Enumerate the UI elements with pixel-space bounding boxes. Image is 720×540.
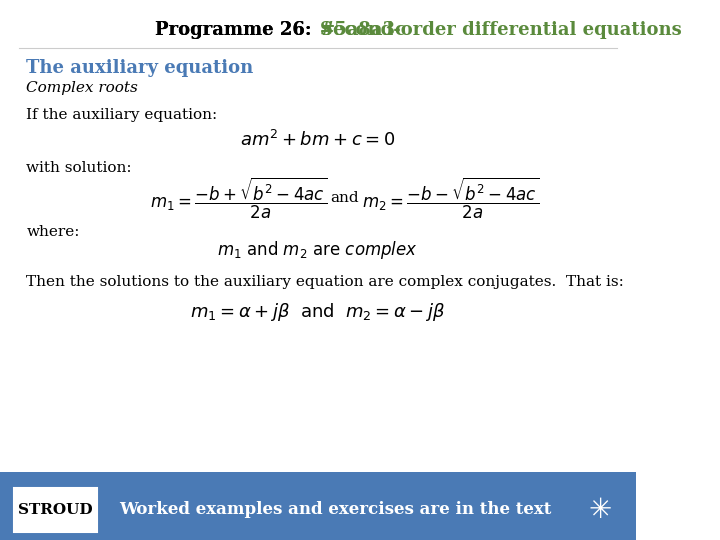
Text: $m_2 = \dfrac{-b - \sqrt{b^2 - 4ac}}{2a}$: $m_2 = \dfrac{-b - \sqrt{b^2 - 4ac}}{2a}… xyxy=(361,176,539,221)
FancyBboxPatch shape xyxy=(0,472,636,540)
Text: STROUD: STROUD xyxy=(18,503,93,517)
Text: Second-order differential equations: Second-order differential equations xyxy=(320,21,681,39)
Text: Programme 26:: Programme 26: xyxy=(155,21,318,39)
Text: Programme 26:: Programme 26: xyxy=(155,21,318,39)
Text: $am^2 + bm + c = 0$: $am^2 + bm + c = 0$ xyxy=(240,130,395,150)
Text: Worked examples and exercises are in the text: Worked examples and exercises are in the… xyxy=(120,502,552,518)
Text: $m_1 = \alpha + j\beta$  and  $m_2 = \alpha - j\beta$: $m_1 = \alpha + j\beta$ and $m_2 = \alph… xyxy=(190,301,446,323)
Text: where:: where: xyxy=(27,225,80,239)
Text: If the auxiliary equation:: If the auxiliary equation: xyxy=(27,108,217,122)
Text: Then the solutions to the auxiliary equation are complex conjugates.  That is:: Then the solutions to the auxiliary equa… xyxy=(27,275,624,289)
Text: The auxiliary equation: The auxiliary equation xyxy=(27,59,253,77)
FancyBboxPatch shape xyxy=(14,488,97,532)
Text: $m_1 = \dfrac{-b + \sqrt{b^2 - 4ac}}{2a}$: $m_1 = \dfrac{-b + \sqrt{b^2 - 4ac}}{2a}… xyxy=(150,176,327,221)
Text: and: and xyxy=(330,191,359,205)
Text: ✳: ✳ xyxy=(589,496,612,524)
Text: #5a8a3c: #5a8a3c xyxy=(320,21,407,39)
Text: with solution:: with solution: xyxy=(27,161,132,175)
Text: $m_1$ and $m_2$ are $\mathit{complex}$: $m_1$ and $m_2$ are $\mathit{complex}$ xyxy=(217,239,418,261)
Text: Complex roots: Complex roots xyxy=(27,81,138,95)
